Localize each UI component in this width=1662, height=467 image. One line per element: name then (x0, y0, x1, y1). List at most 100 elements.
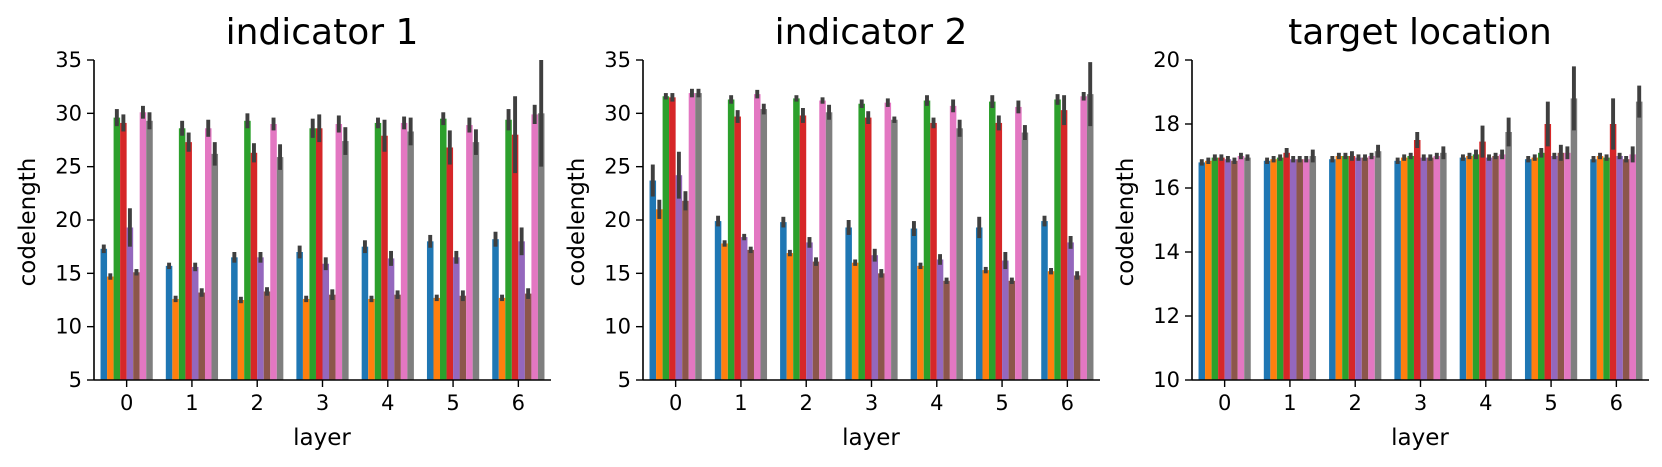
bar (263, 291, 271, 380)
bar (1622, 159, 1630, 380)
bar (910, 228, 918, 380)
bar (133, 272, 140, 380)
bar (198, 292, 205, 380)
x-tick-label: 2 (1349, 391, 1362, 415)
bar (518, 241, 525, 380)
x-tick-label: 4 (1479, 391, 1492, 415)
bar (1021, 132, 1029, 380)
bar (302, 298, 310, 380)
bar (1047, 271, 1055, 380)
y-axis-label: codelength (564, 158, 590, 287)
x-tick-label: 5 (995, 391, 1008, 415)
bar (786, 253, 794, 380)
bar (1244, 157, 1251, 380)
bar (1472, 154, 1480, 380)
bar (753, 94, 761, 380)
bar (845, 227, 852, 380)
chart-title: target location (1288, 12, 1552, 53)
bar (1008, 280, 1016, 380)
bar (315, 128, 323, 380)
bar (446, 147, 454, 380)
x-tick-label: 1 (185, 391, 198, 415)
bar (1505, 132, 1512, 380)
bar (1198, 162, 1206, 380)
bar (329, 294, 336, 380)
bar (1329, 159, 1336, 380)
bar (440, 118, 447, 381)
bar (537, 113, 545, 380)
bar (1224, 159, 1232, 380)
bar (727, 99, 735, 380)
bar (165, 265, 173, 380)
bar (296, 252, 303, 380)
bar (1296, 159, 1303, 380)
bar (1400, 157, 1408, 380)
bar (191, 266, 199, 380)
x-tick-label: 4 (381, 391, 394, 415)
y-tick-label: 30 (604, 101, 631, 125)
bar (1590, 159, 1597, 380)
y-tick-label: 16 (1153, 176, 1180, 200)
bar (956, 128, 963, 380)
bar (368, 298, 375, 380)
bar (1420, 157, 1428, 380)
bar (675, 175, 683, 380)
bar (146, 120, 153, 381)
bar (878, 273, 885, 380)
bar (342, 141, 349, 380)
bar (126, 227, 134, 380)
bar (760, 109, 768, 380)
bar (211, 153, 219, 380)
y-axis-label: codelength (15, 158, 41, 287)
y-tick-label: 14 (1153, 240, 1180, 264)
bar (1570, 98, 1578, 381)
bar (949, 105, 957, 381)
chart-title: indicator 2 (775, 12, 968, 53)
bar (1080, 96, 1087, 381)
y-tick-label: 25 (55, 155, 82, 179)
x-tick-label: 4 (930, 391, 943, 415)
bar (1479, 141, 1486, 380)
bar (1342, 156, 1349, 380)
bar (825, 112, 833, 381)
bar (1086, 94, 1094, 380)
bar (1073, 275, 1081, 380)
bar (1309, 156, 1317, 380)
y-tick-label: 15 (604, 261, 631, 285)
bar (812, 261, 820, 380)
bar (1394, 160, 1401, 380)
bar (335, 124, 343, 380)
bar (819, 100, 826, 380)
bar (257, 257, 264, 380)
bar (172, 298, 179, 380)
bar (322, 263, 330, 380)
x-tick-label: 0 (669, 391, 682, 415)
bar (884, 102, 892, 381)
bar (1544, 124, 1552, 380)
bar (747, 249, 754, 380)
bar (120, 122, 127, 381)
bar (858, 103, 865, 380)
bar (113, 117, 121, 380)
bar (891, 119, 898, 380)
bar (1635, 101, 1643, 380)
bar (688, 93, 696, 380)
bar (656, 209, 663, 380)
x-tick-label: 3 (1414, 391, 1427, 415)
x-tick-label: 6 (512, 391, 525, 415)
bar (1211, 157, 1219, 380)
y-tick-label: 10 (1153, 368, 1180, 392)
chart-panel-target-location: target location layer codelength 1012141… (1113, 12, 1649, 451)
bar (1596, 156, 1604, 380)
bar (1433, 156, 1441, 380)
y-tick-label: 20 (604, 208, 631, 232)
bar (1054, 99, 1061, 380)
bar (793, 98, 800, 381)
bar (1002, 260, 1009, 380)
x-axis-label: layer (293, 425, 351, 451)
bar (1485, 157, 1493, 380)
bar (662, 96, 670, 381)
bar (204, 128, 212, 380)
x-tick-label: 6 (1061, 391, 1074, 415)
